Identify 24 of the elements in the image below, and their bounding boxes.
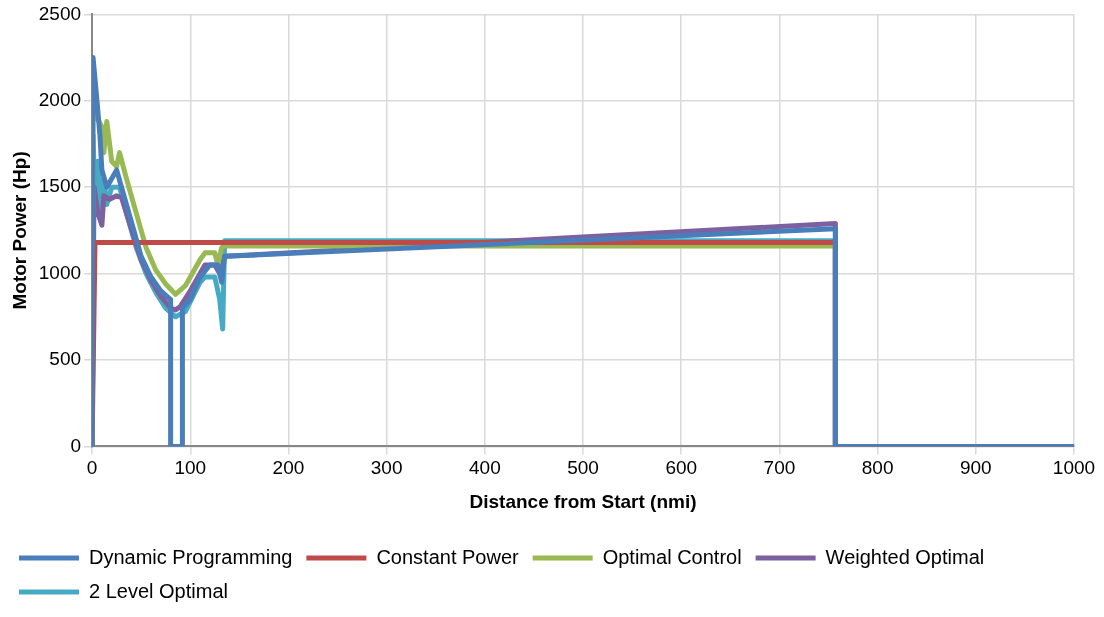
x-axis-title: Distance from Start (nmi)	[469, 490, 697, 512]
y-tick-label: 2500	[38, 2, 82, 24]
x-tick-label: 1000	[1052, 457, 1096, 479]
legend-label: 2 Level Optimal	[89, 579, 228, 602]
x-tick-label: 600	[665, 457, 698, 479]
x-tick-label: 400	[468, 457, 501, 479]
y-axis-title: Motor Power (Hp)	[8, 151, 30, 310]
x-tick-label: 900	[959, 457, 992, 479]
x-tick-label: 800	[861, 457, 894, 479]
y-tick-label: 1500	[38, 175, 82, 197]
x-tick-label: 300	[370, 457, 403, 479]
x-tick-label: 0	[86, 457, 98, 479]
legend-label: Dynamic Programming	[89, 545, 293, 568]
legend-label: Constant Power	[376, 545, 520, 568]
x-tick-label: 500	[567, 457, 599, 479]
x-tick-label: 200	[272, 457, 305, 479]
y-tick-label: 1000	[38, 261, 82, 283]
legend-label: Weighted Optimal	[825, 545, 985, 568]
legend-label: Optimal Control	[602, 545, 742, 568]
y-tick-label: 0	[70, 434, 82, 456]
x-tick-label: 100	[174, 457, 207, 479]
x-tick-label: 700	[763, 457, 796, 479]
y-tick-label: 500	[49, 348, 82, 370]
y-tick-label: 2000	[38, 89, 82, 111]
